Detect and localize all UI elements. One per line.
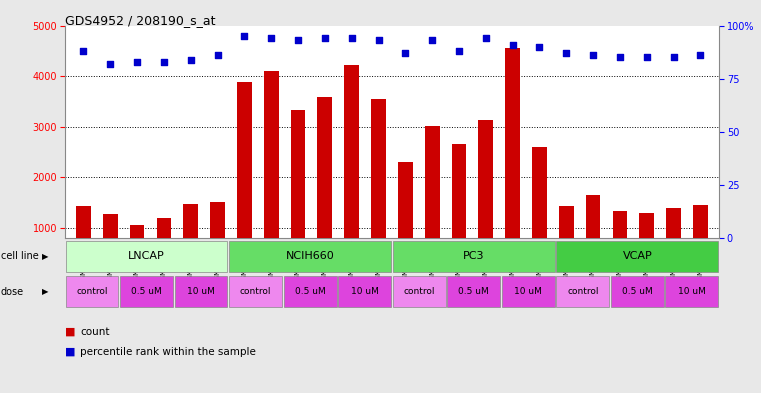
Point (533, 44, 546, 50)
Point (614, 54, 626, 61)
FancyBboxPatch shape (556, 276, 610, 307)
Bar (103, 214, 118, 278)
FancyBboxPatch shape (65, 276, 119, 307)
Bar (317, 97, 333, 278)
FancyBboxPatch shape (229, 241, 391, 272)
Bar (237, 82, 252, 278)
Text: cell line: cell line (1, 252, 39, 261)
Text: VCAP: VCAP (622, 252, 652, 261)
Point (507, 42, 519, 48)
Bar (505, 48, 520, 278)
Text: dose: dose (1, 287, 24, 297)
FancyBboxPatch shape (65, 241, 228, 272)
Text: ■: ■ (65, 327, 75, 337)
Bar (613, 211, 627, 278)
Point (104, 61, 116, 67)
FancyBboxPatch shape (120, 276, 173, 307)
Text: ▶: ▶ (42, 287, 49, 296)
FancyBboxPatch shape (284, 276, 336, 307)
Point (641, 54, 653, 61)
Point (265, 35, 277, 41)
Bar (129, 225, 145, 278)
Point (560, 50, 572, 56)
Bar (425, 126, 440, 278)
Bar (693, 205, 708, 278)
Text: NCIH660: NCIH660 (285, 252, 335, 261)
Point (453, 48, 465, 54)
Bar (586, 195, 600, 278)
Text: control: control (240, 287, 272, 296)
FancyBboxPatch shape (229, 276, 282, 307)
Text: 0.5 uM: 0.5 uM (131, 287, 162, 296)
Bar (532, 147, 547, 278)
Point (238, 33, 250, 39)
Point (426, 37, 438, 44)
Bar (157, 218, 171, 278)
Bar (398, 162, 412, 278)
FancyBboxPatch shape (556, 241, 718, 272)
Point (400, 50, 412, 56)
Point (345, 35, 358, 41)
FancyBboxPatch shape (338, 276, 391, 307)
Text: control: control (76, 287, 108, 296)
Bar (639, 213, 654, 278)
Bar (559, 206, 574, 278)
Bar (666, 208, 681, 278)
Point (319, 35, 331, 41)
FancyBboxPatch shape (611, 276, 664, 307)
Text: 0.5 uM: 0.5 uM (295, 287, 326, 296)
FancyBboxPatch shape (174, 276, 228, 307)
Bar (344, 66, 359, 278)
Text: 10 uM: 10 uM (187, 287, 215, 296)
Text: 0.5 uM: 0.5 uM (622, 287, 653, 296)
Text: LNCAP: LNCAP (128, 252, 165, 261)
Text: ■: ■ (65, 347, 75, 357)
Text: percentile rank within the sample: percentile rank within the sample (80, 347, 256, 357)
Text: 0.5 uM: 0.5 uM (458, 287, 489, 296)
FancyBboxPatch shape (447, 276, 500, 307)
Point (212, 52, 224, 59)
Point (292, 37, 304, 44)
Text: control: control (567, 287, 599, 296)
Text: count: count (80, 327, 110, 337)
Bar (479, 120, 493, 278)
Point (131, 59, 143, 65)
Text: control: control (403, 287, 435, 296)
Bar (291, 110, 305, 278)
Bar (183, 204, 198, 278)
Text: 10 uM: 10 uM (514, 287, 542, 296)
Text: 10 uM: 10 uM (351, 287, 378, 296)
Text: PC3: PC3 (463, 252, 485, 261)
Point (185, 56, 197, 62)
Text: ▶: ▶ (42, 252, 49, 261)
Text: GDS4952 / 208190_s_at: GDS4952 / 208190_s_at (65, 14, 215, 27)
Point (587, 52, 599, 59)
Point (479, 35, 492, 41)
Point (158, 59, 170, 65)
Bar (371, 99, 386, 278)
Point (78, 48, 90, 54)
Bar (264, 70, 279, 278)
FancyBboxPatch shape (501, 276, 555, 307)
Bar (451, 144, 466, 278)
FancyBboxPatch shape (393, 241, 555, 272)
FancyBboxPatch shape (665, 276, 718, 307)
Bar (210, 202, 225, 278)
Point (694, 52, 706, 59)
Bar (76, 206, 91, 278)
FancyBboxPatch shape (393, 276, 446, 307)
Point (372, 37, 384, 44)
Text: 10 uM: 10 uM (678, 287, 705, 296)
Point (667, 54, 680, 61)
